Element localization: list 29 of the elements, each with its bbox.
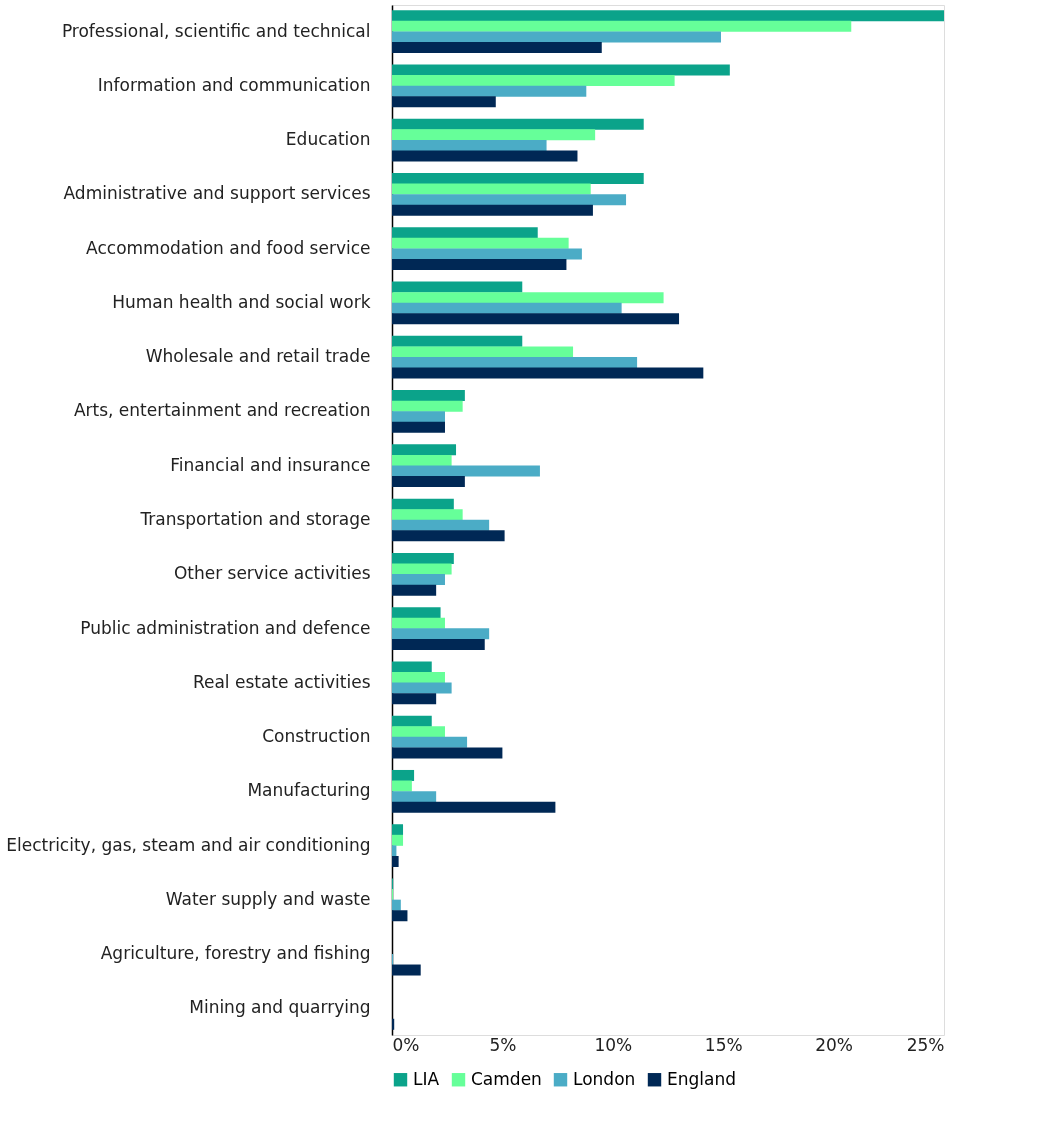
x-tick-label: 15% (704, 1034, 743, 1055)
x-tick-label: 20% (815, 1034, 853, 1055)
legend-label: LIA (413, 1068, 440, 1089)
y-tick-label: Administrative and support services (63, 183, 371, 204)
x-tick-label: 0% (392, 1034, 420, 1055)
y-tick-label: Information and communication (97, 74, 371, 95)
y-tick-label: Financial and insurance (170, 454, 371, 475)
y-tick-label: Construction (262, 726, 371, 747)
y-tick-label: Mining and quarrying (189, 997, 371, 1018)
y-tick-label: Professional, scientific and technical (61, 20, 371, 41)
legend-label: Camden (471, 1068, 542, 1089)
y-tick-label: Arts, entertainment and recreation (73, 400, 371, 421)
x-tick-label: 25% (906, 1034, 945, 1055)
y-tick-label: Public administration and defence (80, 617, 371, 638)
y-tick-label: Transportation and storage (139, 509, 371, 529)
y-tick-label: Real estate activities (192, 671, 371, 692)
legend-label: London (573, 1068, 636, 1089)
y-tick-label: Other service activities (173, 563, 371, 584)
y-tick-label: Human health and social work (112, 291, 371, 312)
y-tick-label: Water supply and waste (165, 888, 371, 909)
y-tick-label: Wholesale and retail trade (145, 346, 371, 367)
y-tick-label: Accommodation and food service (86, 237, 371, 258)
y-tick-label: Electricity, gas, steam and air conditioning (6, 834, 371, 855)
x-tick-label: 5% (489, 1034, 517, 1055)
y-tick-label: Education (285, 129, 371, 150)
y-tick-label: Agriculture, forestry and fishing (100, 943, 371, 964)
legend-label: England (667, 1068, 737, 1089)
x-tick-label: 10% (594, 1034, 633, 1055)
y-tick-label: Manufacturing (247, 780, 371, 801)
